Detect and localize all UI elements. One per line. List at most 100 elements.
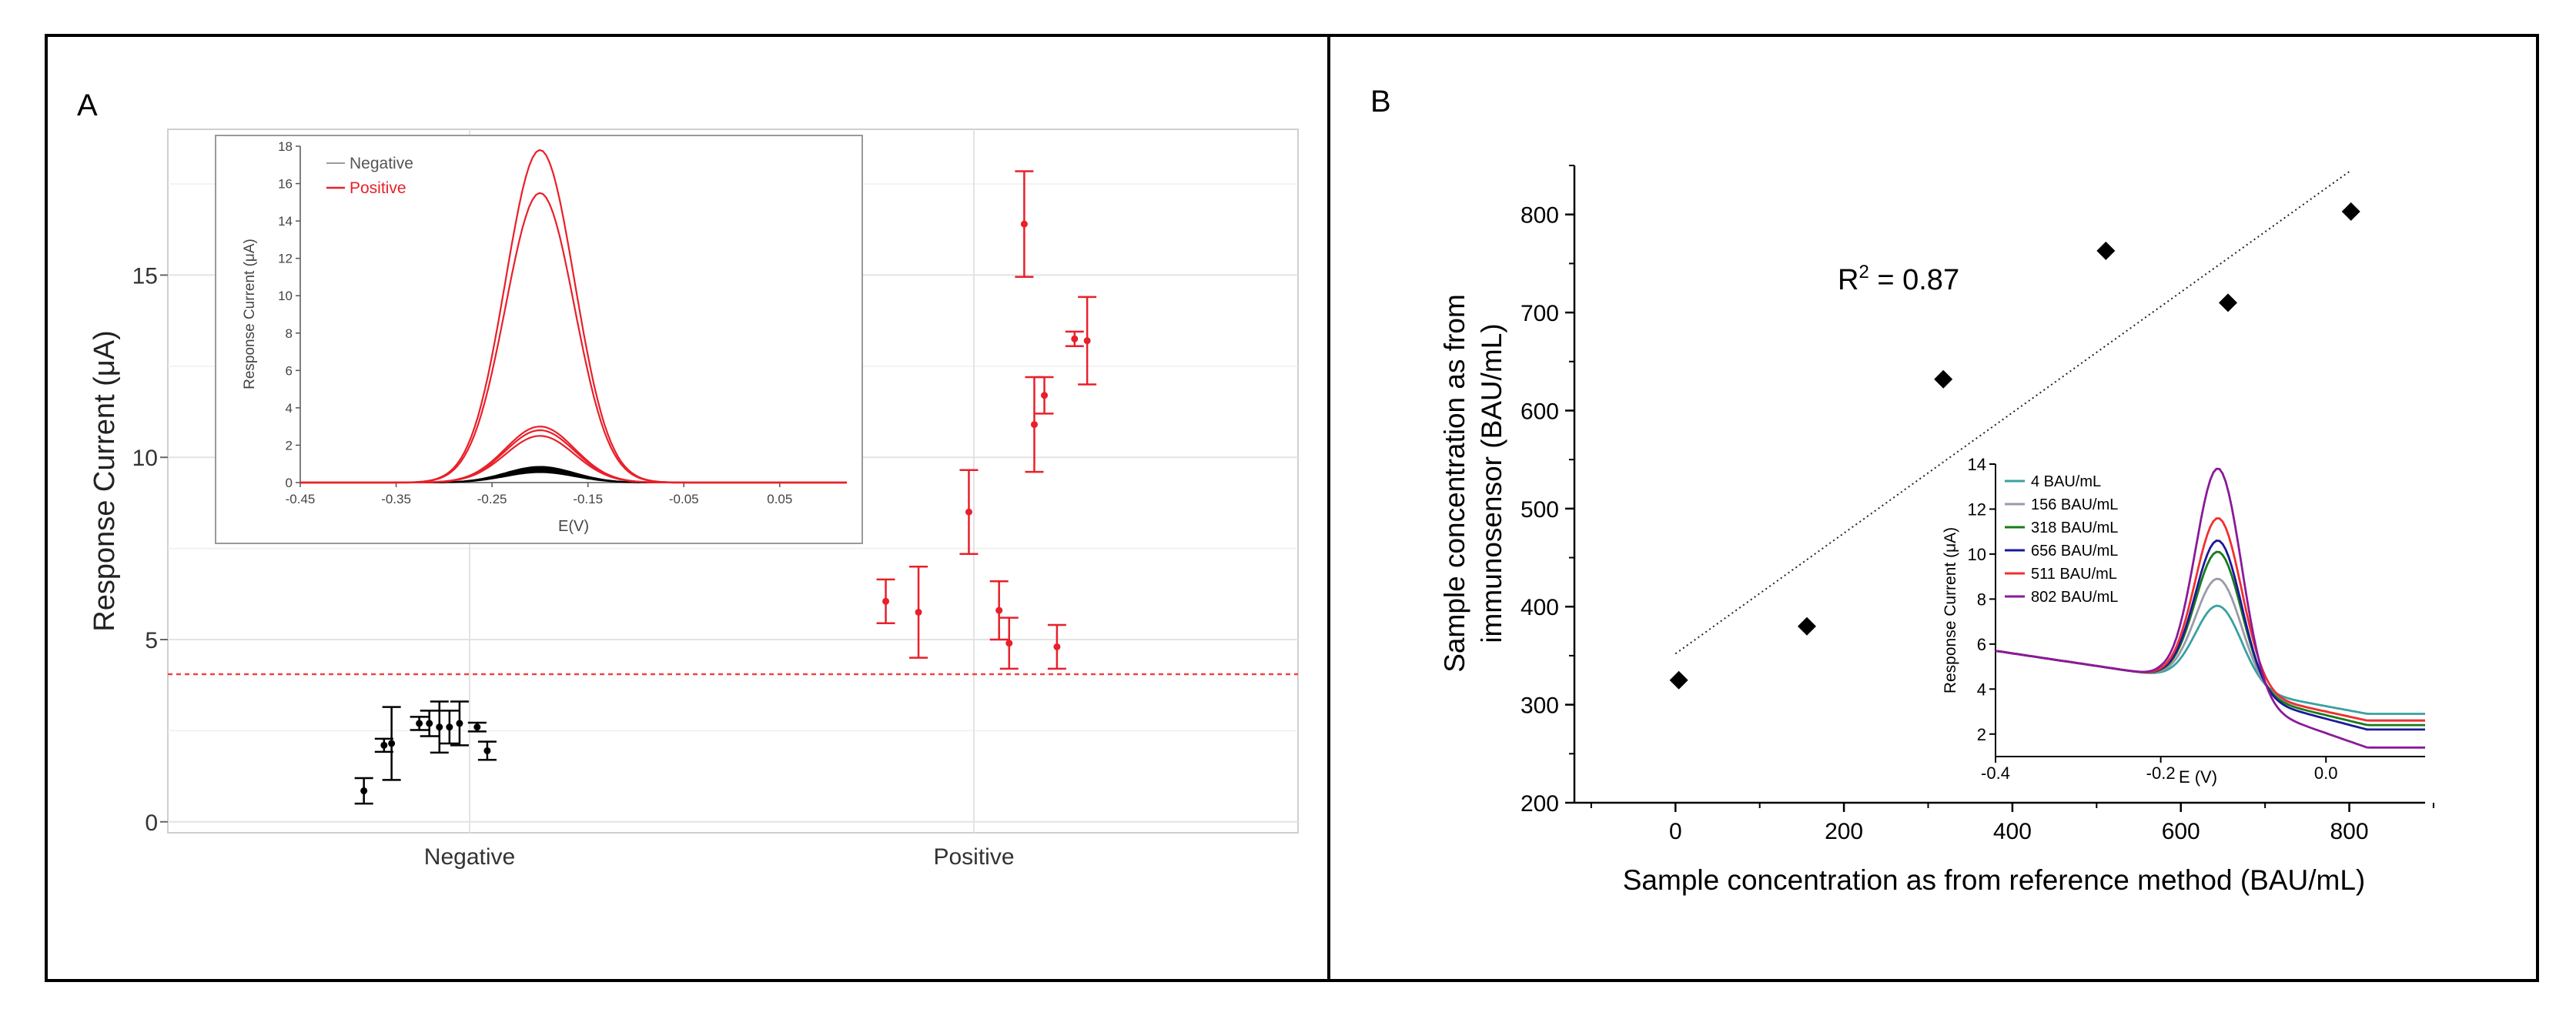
panel-a-xtick-negative: Negative <box>424 844 515 870</box>
panel-b-inset-xtick-label: -0.4 <box>1981 763 2010 783</box>
panel-a-inset-xtick-label: -0.25 <box>477 492 507 506</box>
panel-a-point <box>1030 421 1038 429</box>
panel-b-inset-legend-label: 511 BAU/mL <box>2031 566 2117 583</box>
panel-b-point <box>1669 670 1688 690</box>
panel-b-r2-symbol: R <box>1838 264 1858 296</box>
panel-a-point <box>1071 335 1079 342</box>
panel-b-r2-sup: 2 <box>1858 262 1868 282</box>
panel-a-point <box>473 723 481 731</box>
panel-a-points <box>354 170 1097 805</box>
panel-b-inset-ytick-label: 10 <box>1968 545 1986 564</box>
panel-a-inset-ylabel: Response Current (μA) <box>242 239 258 389</box>
panel-b-inset-xtick-label: -0.2 <box>2146 763 2176 783</box>
panel-b-inset-xlabel: E (V) <box>2179 767 2217 787</box>
panel-b-inset-legend-label: 656 BAU/mL <box>2031 543 2118 560</box>
panel-a-inset-curves <box>300 149 847 484</box>
panel-b-xtick-label: 200 <box>1825 819 1863 844</box>
panel-b-inset-legend: 4 BAU/mL 156 BAU/mL 318 BAU/mL 656 BAU/mL 51… <box>2005 473 2118 606</box>
panel-b-inset-legend-label: 4 BAU/mL <box>2031 473 2101 490</box>
panel-a-inset-ytick-label: 8 <box>286 326 293 341</box>
panel-a-inset-ticks: -0.45 -0.35 -0.25 -0.15 -0.05 0.05 0 2 4 6 8 10 12 14… <box>278 139 792 506</box>
panel-a-inset-ytick-label: 0 <box>286 476 293 490</box>
panel-b-point <box>2096 241 2116 260</box>
panel-b-ylabel-line2: immunosensor (BAU/mL) <box>1476 323 1507 643</box>
panel-b-ytick-label: 300 <box>1521 693 1559 719</box>
panel-a-inset-curve-positive <box>300 435 847 484</box>
panel-a-point <box>446 723 453 731</box>
panel-b-inset: -0.4 -0.2 0.0 2 4 6 8 10 12 14 4 BAU/mL 156 BAU/mL… <box>1942 455 2425 787</box>
panel-a-point <box>456 720 463 727</box>
panel-a-ylabel: Response Current (μA) <box>89 330 121 632</box>
panel-b-point <box>1797 616 1816 636</box>
panel-b-label: B <box>1370 85 1391 119</box>
panel-a-xtick-positive: Positive <box>933 844 1014 870</box>
panel-b-point <box>2218 293 2237 312</box>
panel-a-inset-ytick-label: 18 <box>278 139 293 154</box>
panel-b-inset-xtick-label: 0.0 <box>2314 763 2338 783</box>
panel-b-ytick-label: 200 <box>1521 791 1559 817</box>
panel-a-point <box>1041 392 1049 399</box>
panel-b-xtick-label: 0 <box>1669 819 1682 844</box>
panel-a-point <box>882 597 890 605</box>
panel-b-xtick-label: 400 <box>1993 819 2032 844</box>
panel-b-inset-ytick-label: 2 <box>1977 725 1986 744</box>
panel-b-ytick-label: 700 <box>1521 301 1559 326</box>
panel-a-point <box>1005 640 1013 647</box>
panel-a-point <box>1083 337 1091 345</box>
panel-b-inset-ytick-label: 8 <box>1977 590 1986 609</box>
panel-b-chart: 0 200 400 600 800 200 300 400 500 600 700 800 R2 = … <box>1439 165 2434 896</box>
panel-b-ytick-label: 400 <box>1521 595 1559 620</box>
panel-a-point <box>965 508 972 516</box>
panel-a-inset-ytick-label: 14 <box>278 214 293 229</box>
panel-a-point <box>483 747 491 754</box>
panel-b-frame <box>1327 34 2539 982</box>
panel-a-point <box>360 787 368 795</box>
panel-a-point <box>426 720 433 727</box>
panel-a-inset-ytick-label: 12 <box>278 252 293 266</box>
panel-a-inset-xtick-label: -0.45 <box>286 492 316 506</box>
panel-a-inset-xtick-label: -0.05 <box>669 492 699 506</box>
panel-a-ytick-label: 10 <box>132 446 158 471</box>
panel-b-ytick-label: 500 <box>1521 497 1559 523</box>
panel-a-inset-xtick-label: -0.15 <box>573 492 603 506</box>
panel-b-points <box>1669 202 2360 690</box>
panel-a-inset-ytick-label: 2 <box>286 438 293 453</box>
panel-a-point <box>380 741 388 749</box>
panel-a-point <box>915 608 922 616</box>
panel-a-inset-frame <box>215 135 863 544</box>
panel-b-inset-legend-label: 802 BAU/mL <box>2031 589 2118 606</box>
panel-a-inset: -0.45 -0.35 -0.25 -0.15 -0.05 0.05 0 2 4 6 8 10 12 14… <box>215 135 863 544</box>
panel-b-inset-ytick-label: 12 <box>1968 499 1986 519</box>
panel-a-inset-xlabel: E(V) <box>558 518 589 535</box>
panel-a-point <box>388 740 396 747</box>
panel-b-xlabel: Sample concentration as from reference m… <box>1623 864 2365 896</box>
panel-a-ytick-label: 15 <box>132 263 158 289</box>
panel-b-inset-ytick-label: 6 <box>1977 635 1986 654</box>
panel-b-ytick-label: 800 <box>1521 203 1559 229</box>
panel-a-inset-legend-positive: Positive <box>350 179 406 197</box>
panel-a-point <box>1020 220 1028 228</box>
panel-b-point <box>2341 202 2360 221</box>
panel-a-ytick-label: 0 <box>145 810 158 836</box>
panel-a-inset-ytick-label: 10 <box>278 289 293 303</box>
panel-b-inset-ytick-label: 14 <box>1968 455 1986 474</box>
panel-a-inset-ytick-label: 6 <box>286 363 293 378</box>
panel-a-point <box>995 606 1003 614</box>
panel-a-inset-xtick-label: 0.05 <box>767 492 792 506</box>
panel-b-ytick-label: 600 <box>1521 399 1559 424</box>
panel-a-inset-ytick-label: 4 <box>286 401 293 416</box>
panel-a-y-ticks: 0 5 10 15 <box>132 263 168 836</box>
panel-a-inset-xtick-label: -0.35 <box>381 492 411 506</box>
panel-b-ticks: 0 200 400 600 800 200 300 400 500 600 700 800 <box>1521 165 2434 844</box>
panel-b-inset-ylabel: Response Current (μA) <box>1942 527 1959 693</box>
panel-b-inset-curve <box>1995 467 2425 749</box>
panel-b-xtick-label: 600 <box>2162 819 2200 844</box>
panel-a-point <box>436 723 443 731</box>
panel-a-inset-ytick-label: 16 <box>278 177 293 192</box>
panel-b-r2: R2 = 0.87 <box>1838 262 1959 296</box>
panel-b-inset-ytick-label: 4 <box>1977 680 1986 699</box>
panel-b-xtick-label: 800 <box>2330 819 2369 844</box>
panel-b-inset-legend-label: 156 BAU/mL <box>2031 496 2118 513</box>
panel-b-inset-ticks: -0.4 -0.2 0.0 2 4 6 8 10 12 14 <box>1968 455 2338 783</box>
